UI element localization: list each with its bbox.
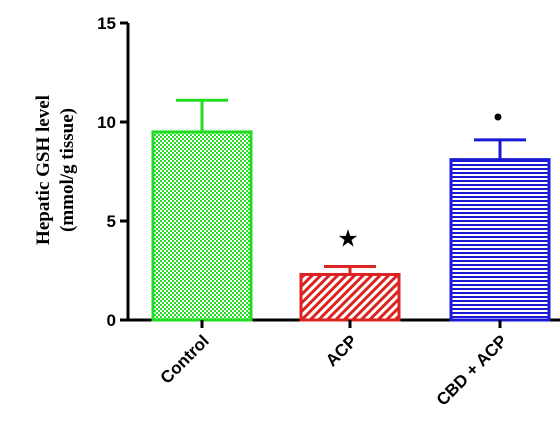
bar-group-control: [151, 98, 253, 322]
significance-marker: ★: [337, 225, 359, 253]
bar-group-acp: ★: [299, 225, 401, 322]
y-axis-label-line1: Hepatic GSH level: [33, 95, 54, 245]
y-tick-label: 15: [97, 14, 116, 33]
bar: [151, 130, 253, 322]
bar: [299, 272, 401, 322]
x-tick-label: CBD + ACP: [433, 331, 511, 409]
x-tick-label: Control: [157, 331, 213, 387]
y-tick-label: 10: [97, 113, 116, 132]
y-tick-label: 0: [107, 311, 116, 330]
y-tick-label: 5: [107, 212, 116, 231]
y-axis: 0 5 10 15: [97, 14, 130, 330]
significance-marker: •: [491, 104, 505, 132]
bar: [449, 158, 551, 322]
y-axis-label-line2: (mmol/g tissue): [57, 108, 78, 232]
bar-group-cbd-acp: •: [449, 104, 551, 322]
x-tick-label: ACP: [322, 331, 361, 370]
